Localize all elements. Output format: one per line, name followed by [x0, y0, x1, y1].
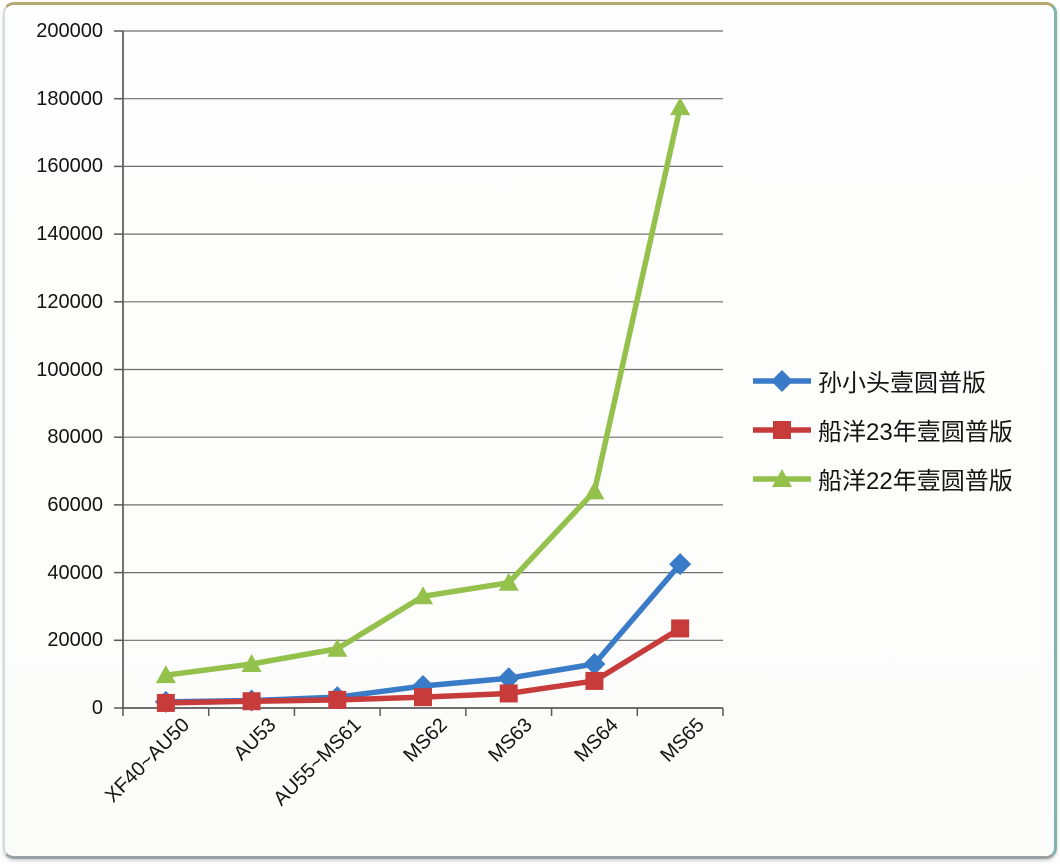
data-point-marker-triangle	[241, 653, 262, 672]
data-point-marker-triangle	[670, 97, 691, 116]
data-point-marker-square	[156, 693, 175, 712]
data-point-marker-square	[773, 420, 791, 439]
legend-square-marker-icon	[753, 420, 811, 439]
data-point-marker-square	[328, 690, 347, 709]
data-point-marker-triangle	[498, 572, 519, 591]
legend-item: 船洋22年壹圆普版	[752, 454, 1013, 503]
legend-triangle-marker-icon	[753, 468, 811, 487]
series-3	[155, 97, 691, 684]
y-axis-tick-label: 20000	[47, 629, 103, 652]
y-axis-tick-label: 160000	[36, 155, 103, 178]
data-point-marker-square	[671, 619, 690, 638]
data-point-marker-triangle	[772, 468, 792, 487]
data-point-marker-square	[414, 688, 432, 707]
data-point-marker-diamond	[669, 553, 692, 576]
data-point-marker-diamond	[771, 369, 793, 392]
data-point-marker-diamond	[497, 667, 520, 690]
data-point-marker-diamond	[583, 652, 606, 675]
series-2	[156, 619, 690, 712]
y-axis-tick-label: 60000	[47, 493, 103, 516]
y-axis-tick-label: 140000	[36, 223, 103, 246]
y-axis-tick-label: 180000	[36, 87, 103, 110]
y-axis-tick-label: 120000	[36, 290, 103, 313]
y-axis-tick-label: 0	[91, 697, 103, 719]
y-axis-tick-label: 100000	[36, 358, 103, 381]
y-axis-tick-label: 40000	[47, 561, 103, 584]
y-axis-tick-label: 80000	[47, 426, 103, 449]
y-axis-tick-label: 200000	[36, 20, 103, 42]
legend-diamond-marker-icon	[753, 369, 811, 392]
data-point-marker-square	[499, 684, 518, 703]
legend-label: 孙小头壹圆普版	[818, 370, 986, 397]
chart-legend: 孙小头壹圆普版 船洋23年壹圆普版 船洋22年壹圆普版	[752, 356, 1013, 503]
legend-item: 孙小头壹圆普版	[752, 356, 1013, 405]
legend-item: 船洋23年壹圆普版	[752, 405, 1013, 454]
data-point-marker-square	[242, 692, 261, 711]
legend-label: 船洋22年壹圆普版	[818, 468, 1013, 495]
data-point-marker-triangle	[413, 586, 433, 605]
legend-label: 船洋23年壹圆普版	[818, 419, 1013, 446]
data-point-marker-triangle	[327, 638, 348, 657]
data-point-marker-triangle	[155, 665, 176, 684]
data-point-marker-triangle	[584, 481, 605, 500]
data-point-marker-square	[585, 671, 604, 690]
chart-frame	[3, 2, 1057, 859]
